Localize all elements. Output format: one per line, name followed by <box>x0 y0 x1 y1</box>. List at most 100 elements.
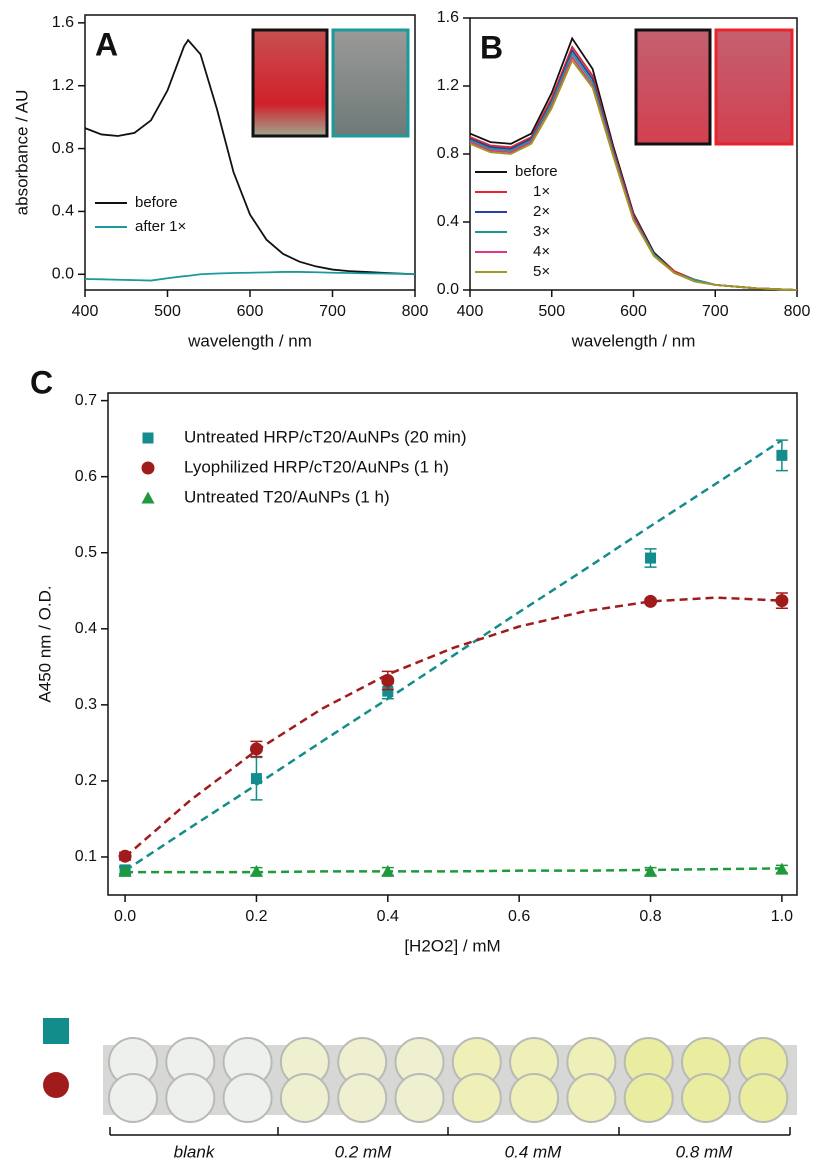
well <box>681 1073 731 1123</box>
x-tick-label: 400 <box>457 303 484 320</box>
marker <box>118 864 132 877</box>
y-tick-label: 0.4 <box>437 213 459 230</box>
marker <box>142 432 154 444</box>
y-tick-label: 0.1 <box>75 848 97 865</box>
y-tick-label: 0.0 <box>52 266 74 283</box>
inset-photo <box>634 28 712 146</box>
row-marker <box>43 1018 69 1044</box>
marker <box>381 864 395 877</box>
legend-label: before <box>515 163 558 180</box>
x-tick-label: 800 <box>784 303 811 320</box>
marker <box>249 742 263 756</box>
plate-photo <box>103 1045 797 1115</box>
y-tick-label: 0.7 <box>75 392 97 409</box>
x-tick-label: 0.8 <box>639 908 661 925</box>
x-tick-label: 1.0 <box>771 908 793 925</box>
plot-frame <box>107 392 798 896</box>
marker <box>776 449 788 461</box>
marker <box>118 849 132 863</box>
x-axis-label: [H2O2] / mM <box>404 936 500 955</box>
plate-label: 0.8 mM <box>676 1142 734 1161</box>
marker <box>381 674 395 688</box>
y-tick-label: 0.0 <box>437 281 459 298</box>
brackets <box>109 1127 791 1136</box>
x-tick-label: 0.4 <box>377 908 399 925</box>
x-tick-label: 0.0 <box>114 908 136 925</box>
marker <box>382 685 394 697</box>
legend-label: Untreated T20/AuNPs (1 h) <box>184 487 390 506</box>
fit-line <box>124 596 782 858</box>
series-line <box>469 58 798 291</box>
legend-label: after 1× <box>135 218 186 235</box>
well <box>623 1073 674 1123</box>
y-axis-label: absorbance / AU <box>12 90 31 216</box>
panel-label: C <box>30 364 53 400</box>
x-tick-label: 600 <box>620 303 647 320</box>
x-tick-label: 700 <box>702 303 729 320</box>
series-line <box>84 38 416 276</box>
marker <box>141 461 155 475</box>
well <box>566 1073 617 1123</box>
legend-label: 4× <box>533 243 550 260</box>
row-marker <box>43 1072 69 1098</box>
legend-label: before <box>135 194 178 211</box>
y-tick-label: 0.6 <box>75 468 97 485</box>
marker <box>250 773 262 785</box>
marker <box>644 594 658 608</box>
marker <box>644 864 658 877</box>
well <box>509 1073 560 1123</box>
well <box>279 1073 330 1123</box>
plate-label: blank <box>174 1142 216 1161</box>
x-axis-label: wavelength / nm <box>571 331 696 350</box>
marker <box>141 491 155 504</box>
legend-label: Untreated HRP/cT20/AuNPs (20 min) <box>184 427 467 446</box>
well <box>222 1073 273 1123</box>
well <box>165 1073 216 1123</box>
y-tick-label: 0.2 <box>75 772 97 789</box>
well <box>394 1073 445 1123</box>
plate-label: 0.4 mM <box>505 1142 563 1161</box>
y-tick-label: 0.3 <box>75 696 97 713</box>
x-tick-label: 400 <box>72 303 99 320</box>
x-tick-label: 700 <box>319 303 346 320</box>
x-tick-label: 0.2 <box>245 908 267 925</box>
y-tick-label: 0.8 <box>52 140 74 157</box>
y-tick-label: 1.2 <box>437 77 459 94</box>
marker <box>645 552 657 564</box>
fit-line <box>124 439 783 872</box>
y-tick-label: 1.6 <box>437 9 459 26</box>
x-tick-label: 0.6 <box>508 908 530 925</box>
inset-photo <box>714 28 794 146</box>
y-tick-label: 0.4 <box>75 620 97 637</box>
well <box>451 1073 502 1123</box>
wells <box>108 1037 789 1123</box>
legend-label: Lyophilized HRP/cT20/AuNPs (1 h) <box>184 457 449 476</box>
panel-label: B <box>480 29 503 65</box>
inset-photo <box>331 28 410 138</box>
x-tick-label: 600 <box>237 303 264 320</box>
legend-label: 5× <box>533 263 550 280</box>
plate-label: 0.2 mM <box>335 1142 393 1161</box>
well <box>337 1073 388 1123</box>
x-tick-label: 500 <box>538 303 565 320</box>
legend-label: 1× <box>533 183 550 200</box>
series-line <box>84 271 416 282</box>
marker <box>249 864 263 877</box>
well <box>738 1073 789 1123</box>
y-tick-label: 1.2 <box>52 77 74 94</box>
marker <box>775 862 789 875</box>
marker <box>775 594 789 608</box>
fit-line <box>125 867 782 874</box>
x-axis-label: wavelength / nm <box>187 331 312 350</box>
legend-label: 2× <box>533 203 550 220</box>
legend-label: 3× <box>533 223 550 240</box>
panel-label: A <box>95 26 118 62</box>
inset-photo <box>251 28 329 138</box>
x-tick-label: 800 <box>402 303 429 320</box>
y-tick-label: 0.5 <box>75 544 97 561</box>
well <box>108 1073 158 1123</box>
y-axis-label: A450 nm / O.D. <box>35 585 54 702</box>
y-tick-label: 0.4 <box>52 203 74 220</box>
